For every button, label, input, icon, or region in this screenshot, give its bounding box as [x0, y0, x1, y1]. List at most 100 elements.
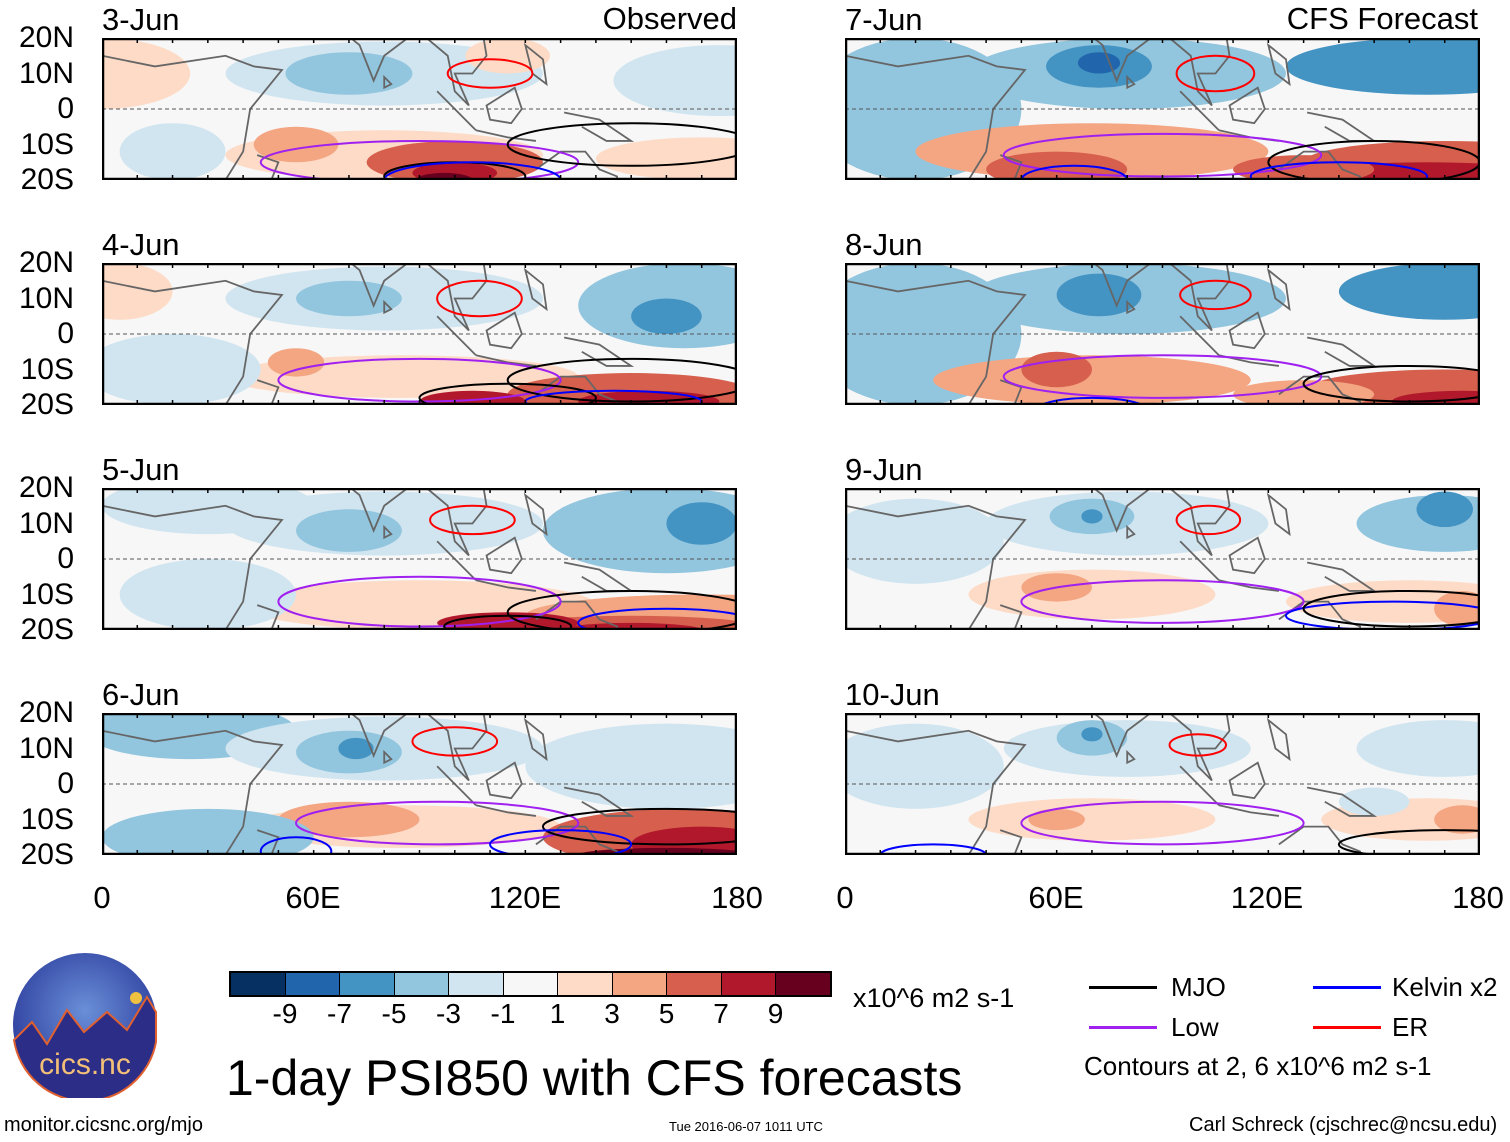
lon-label: 180 — [1452, 880, 1504, 915]
psi-anomaly-shading — [525, 723, 737, 809]
coastline — [102, 38, 635, 180]
lat-label: 10S — [20, 802, 74, 836]
map-panel — [845, 263, 1480, 405]
wave-contour — [1179, 279, 1252, 311]
wave-contour — [446, 58, 534, 89]
footer-author: Carl Schreck (cjschrec@ncsu.edu) — [1189, 1114, 1498, 1136]
psi-anomaly-shading — [102, 334, 261, 405]
figure-title: 1-day PSI850 with CFS forecasts — [226, 1050, 963, 1106]
wave-contour — [418, 382, 597, 405]
psi-anomaly-shading — [102, 38, 191, 109]
psi-anomaly-shading — [1028, 808, 1085, 831]
wave-contour — [259, 836, 333, 855]
panel-date: 7-Jun — [845, 2, 923, 37]
colorbar-swatch — [776, 973, 830, 995]
map-panel — [102, 713, 737, 855]
psi-anomaly-shading — [666, 502, 737, 545]
psi-anomaly-shading — [1081, 727, 1103, 742]
cics-logo: cics.nc — [12, 953, 157, 1098]
colorbar-swatch — [394, 973, 449, 995]
wave-contour — [879, 843, 988, 855]
lat-label: 10N — [18, 506, 74, 540]
coastline — [845, 713, 1378, 855]
psi-anomaly-shading — [102, 808, 314, 855]
coastline — [102, 713, 635, 855]
wave-contour — [443, 614, 573, 630]
footer-url[interactable]: monitor.cicsnc.org/mjo — [4, 1114, 203, 1136]
colorbar-swatch — [285, 973, 340, 995]
psi-anomaly-shading — [1434, 590, 1480, 627]
contour-note: Contours at 2, 6 x10^6 m2 s-1 — [1084, 1051, 1432, 1081]
wave-contour — [411, 726, 499, 757]
psi-anomaly-shading — [1286, 38, 1480, 95]
map-panel — [845, 713, 1480, 855]
psi-anomaly-shading — [119, 559, 297, 630]
wave-contour — [436, 279, 523, 318]
legend-kelvin-line — [1313, 986, 1381, 989]
psi-anomaly-shading — [296, 509, 402, 552]
lat-label: 10N — [18, 281, 74, 315]
panel-date: 5-Jun — [102, 452, 180, 487]
wave-contour — [506, 122, 737, 167]
colorbar-label: -1 — [490, 998, 516, 1029]
lat-label: 10N — [18, 56, 74, 90]
footer-timestamp: Tue 2016-06-07 1011 UTC — [669, 1119, 823, 1134]
psi-anomaly-shading — [631, 298, 702, 334]
psi-anomaly-shading — [933, 355, 1251, 405]
colorbar-swatch — [667, 973, 722, 995]
legend-low: Low — [1171, 1012, 1219, 1042]
wave-contour — [1168, 733, 1227, 757]
psi-anomaly-shading — [1434, 805, 1480, 834]
colorbar-label: 5 — [658, 998, 675, 1029]
wave-contour — [1175, 54, 1256, 93]
colorbar-swatch — [449, 973, 504, 995]
psi-anomaly-shading — [119, 123, 226, 180]
lat-label: 20N — [18, 471, 74, 504]
colorbar-swatch — [503, 973, 558, 995]
panel-date: 6-Jun — [102, 677, 180, 712]
wave-contour — [577, 607, 737, 630]
colorbar-units: x10^6 m2 s-1 — [853, 983, 1015, 1013]
panel-date: 9-Jun — [845, 452, 923, 487]
wave-contour — [1020, 800, 1305, 846]
psi-anomaly-shading — [1338, 263, 1480, 320]
lat-label: 20N — [18, 696, 74, 729]
colorbar-label: 1 — [549, 998, 566, 1029]
lat-label: 20S — [20, 388, 74, 421]
colorbar-label: 7 — [713, 998, 729, 1029]
psi-anomaly-shading — [267, 348, 325, 377]
lat-label: 20N — [18, 21, 74, 54]
lat-label: 20S — [20, 163, 74, 196]
wave-contour — [1175, 504, 1242, 536]
colorbar-swatch — [558, 973, 613, 995]
colorbar — [229, 971, 832, 997]
colorbar-swatch — [612, 973, 667, 995]
psi-anomaly-shading — [845, 723, 1004, 809]
lon-label: 60E — [285, 880, 341, 915]
legend-mjo: MJO — [1171, 972, 1226, 1002]
wave-contour — [1249, 161, 1429, 180]
psi-anomaly-shading — [1233, 380, 1375, 405]
psi-anomaly-shading — [1356, 720, 1480, 777]
lon-label: 120E — [1230, 880, 1304, 915]
psi-anomaly-shading — [1081, 509, 1103, 524]
colorbar-label: -9 — [272, 998, 298, 1029]
legend-low-line — [1089, 1026, 1157, 1029]
psi-anomaly-shading — [1416, 491, 1473, 528]
map-panel — [102, 263, 737, 405]
psi-anomaly-shading — [613, 45, 737, 117]
lat-label: 0 — [57, 317, 74, 350]
wave-contour — [489, 829, 633, 855]
lat-label: 20N — [18, 246, 74, 279]
lat-label: 0 — [57, 92, 74, 125]
lat-label: 0 — [57, 767, 74, 800]
colorbar-swatch — [340, 973, 395, 995]
lon-label: 180 — [711, 880, 763, 915]
panel-date: 8-Jun — [845, 227, 923, 262]
map-panel — [845, 38, 1480, 180]
wave-contour — [506, 589, 737, 630]
psi-anomaly-shading — [631, 826, 737, 855]
wave-contour — [1020, 579, 1305, 624]
wave-contour — [1267, 139, 1480, 180]
